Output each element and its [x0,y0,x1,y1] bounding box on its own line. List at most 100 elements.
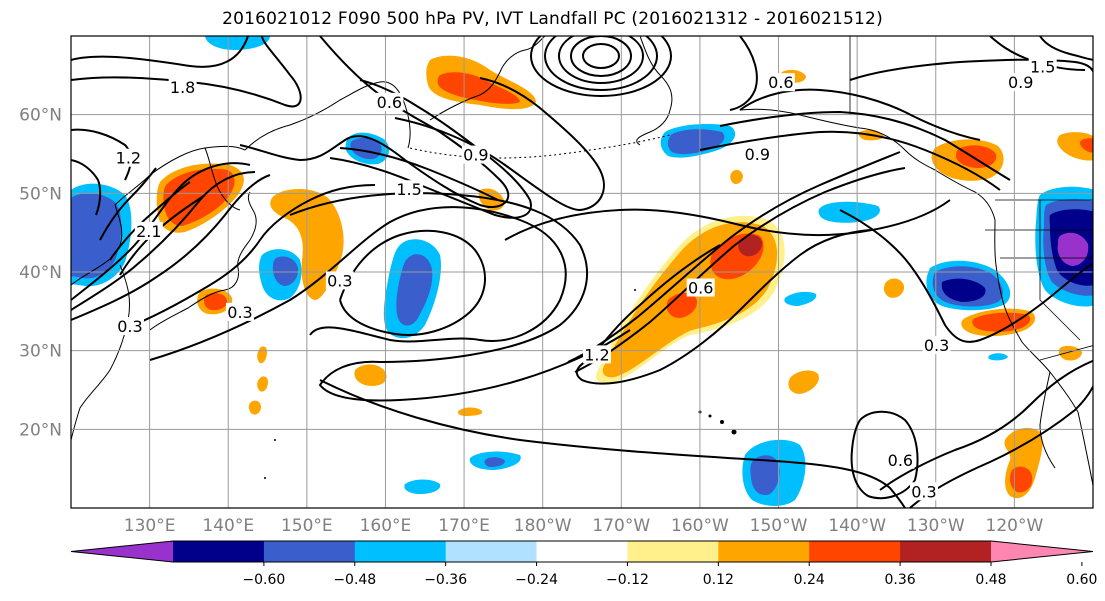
shade-lb-1 [818,201,880,223]
aleutian-chain [409,134,671,159]
contour-label-halo [582,345,611,364]
contour-label-halo [461,145,490,164]
shade-haw-blue [750,455,780,496]
positive-anomaly-patches [156,55,1093,499]
latitude-labels: 20°N 30°N 40°N 50°N 60°N [19,106,62,441]
lon-tick-label: 160°W [671,516,729,536]
pv-contour-japan-8 [71,159,102,216]
colorbar-labels: −0.60 −0.48 −0.36 −0.24 −0.12 0.12 0.24 0.36 0.4… [242,562,1097,588]
island-hawaii-4 [731,429,737,435]
contour-label-halo [226,302,255,321]
contour-label-halo [134,221,163,240]
island-hawaii-2 [708,414,712,418]
pv-contour-south-loop [850,410,919,500]
coast-alaska-west [636,36,673,146]
contour-label-text: 1.8 [170,78,195,97]
shade-small-6 [788,370,819,394]
contour-label-text: 0.9 [463,146,488,165]
map-border [70,35,1094,509]
contour-label-text: 0.3 [327,271,352,290]
contour-label-text: 0.6 [377,93,402,112]
contour-label-halo [395,180,424,199]
pv-contour-jet-1 [339,147,499,201]
pv-contour-japan-2 [71,171,256,311]
pv-contour-0-3-south [909,384,1093,508]
lat-tick-label: 40°N [19,263,62,283]
pc-shading [71,36,1093,506]
colorbar-extend-max [991,541,1093,562]
longitude-labels: 130°E 140°E 150°E 160°E 170°E 180°W 170°W 160°W… [124,516,1044,536]
political-borders [849,36,1093,361]
shade-baja-red [1009,466,1033,493]
island-pac-1 [274,439,276,441]
contour-label-text: 1.5 [1030,57,1055,76]
shade-topright-red [1079,138,1093,153]
lon-tick-label: 160°E [360,516,412,536]
contour-label: 0.9 [1006,73,1035,92]
negative-anomaly-patches [71,36,1093,506]
border-us-mexico [1039,345,1093,361]
contour-label-halo [325,271,354,290]
shade-lb-3 [205,36,270,50]
pv-contour-ring-3 [558,36,644,84]
island-hawaii-3 [720,420,724,424]
colorbar-outline [70,540,1094,563]
contour-label-text: 1.2 [116,149,141,168]
contour-label: 0.3 [922,335,951,355]
coast-sakhalin [204,147,241,211]
shade-jpe-blue [272,256,299,286]
pv-contour-0-3-big [289,192,631,402]
pv-contour-ne-2 [989,36,1086,71]
contour-label-text: 1.5 [396,180,421,199]
pv-contour-alaska-4 [729,36,758,111]
pv-contour-ne-3 [1039,36,1093,61]
contour-label-halo [1028,57,1057,76]
contour-label-text: 0.6 [888,451,913,470]
pv-contour-band-3 [589,244,721,361]
pv-contour-upper-left [71,36,302,108]
pv-contour-wus [839,209,1093,343]
shade-small-1 [354,364,387,386]
contour-label: 0.6 [766,73,795,92]
contour-label: 1.8 [168,77,197,97]
pv-contour-ring-4 [544,36,658,91]
border-state-3 [1039,200,1081,341]
contour-label-halo [114,148,143,167]
contour-label: 0.6 [686,278,715,298]
island-pac-3 [634,289,636,291]
pv-contour-alaska-2 [719,110,1011,181]
contour-labels: 1.80.60.6 0.91.50.91.50.91.22.10.30.30.30… [114,57,1057,501]
map-title: 2016021012 F090 500 hPa PV, IVT Landfall… [222,9,883,29]
colorbar-segment [354,541,447,562]
colorbar-tick-label: 0.60 [1066,572,1097,588]
contour-label-halo [766,73,795,92]
shade-small-3 [257,376,268,392]
contour-label: 1.5 [1028,57,1057,76]
colorbar-segment [173,541,265,562]
colorbar-tick-label: −0.60 [242,572,285,588]
contour-label-halo [922,335,951,354]
pv-contour-ne-1 [849,58,1093,81]
contour-label-text: 0.3 [227,303,252,322]
colorbar-tick-label: 0.48 [975,572,1006,588]
shade-ca-red [972,312,1031,332]
lat-tick-label: 60°N [19,106,62,126]
contour-label: 0.9 [743,144,772,164]
pv-contour-band-outer [504,199,951,241]
contour-label-text: 0.6 [688,279,713,298]
contour-label-halo [886,450,915,469]
pv-contour-japan-1 [71,162,251,301]
colorbar-tick-label: 0.12 [703,572,734,588]
contour-label: 0.3 [325,271,354,290]
shade-bering-red [437,72,520,104]
lat-tick-label: 50°N [19,184,62,204]
contour-label-halo [909,482,938,501]
shade-kam-blue [350,137,382,160]
colorbar-segment [536,541,628,562]
colorbar-segment [900,541,992,562]
colorbar-tick-label: 0.24 [794,572,825,588]
contour-label-text: 0.9 [1008,73,1033,92]
colorbar-segment [718,541,810,562]
contour-label-halo [1006,73,1035,92]
